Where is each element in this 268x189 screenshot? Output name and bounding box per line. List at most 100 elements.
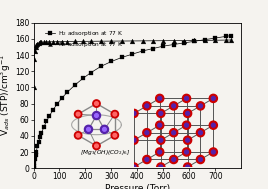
Circle shape — [103, 128, 106, 131]
Circle shape — [132, 112, 136, 115]
Circle shape — [87, 128, 90, 131]
N$_2$ adsorption at 77 K — [33, 50, 36, 52]
H$_2$ adsorption at 77 K — [47, 115, 51, 118]
N$_2$ adsorption at 77 K — [229, 39, 232, 41]
H$_2$ adsorption at 77 K — [203, 39, 206, 41]
Circle shape — [184, 136, 192, 144]
Circle shape — [84, 125, 92, 133]
N$_2$ adsorption at 77 K — [120, 40, 123, 42]
Circle shape — [172, 131, 176, 135]
Circle shape — [111, 132, 118, 139]
X-axis label: Pressure (Torr): Pressure (Torr) — [105, 184, 170, 189]
Circle shape — [100, 125, 109, 133]
Circle shape — [199, 104, 202, 108]
N$_2$ adsorption at 77 K — [172, 40, 175, 42]
Circle shape — [157, 136, 165, 144]
Circle shape — [130, 163, 138, 171]
N$_2$ adsorption at 77 K — [193, 39, 196, 42]
N$_2$ adsorption at 77 K — [110, 40, 113, 42]
H$_2$ adsorption at 77 K — [224, 35, 227, 38]
H$_2$ adsorption at 77 K — [36, 145, 39, 147]
H$_2$ adsorption at 77 K — [193, 40, 196, 42]
Circle shape — [156, 94, 164, 102]
Legend: H$_2$ adsorption at 77 K, N$_2$ adsorption at 77 K: H$_2$ adsorption at 77 K, N$_2$ adsorpti… — [43, 27, 125, 51]
Circle shape — [209, 148, 217, 156]
Circle shape — [159, 165, 163, 169]
H$_2$ adsorption at 77 K — [37, 140, 40, 143]
H$_2$ adsorption at 77 K — [33, 161, 36, 164]
H$_2$ adsorption at 77 K — [32, 167, 35, 169]
Circle shape — [130, 136, 138, 144]
Circle shape — [185, 150, 188, 154]
Text: [Mg$_3$(OH)(CO$_2$)$_6$]: [Mg$_3$(OH)(CO$_2$)$_6$] — [80, 148, 131, 156]
Circle shape — [132, 138, 136, 142]
Circle shape — [95, 102, 98, 105]
Circle shape — [159, 112, 163, 115]
Circle shape — [75, 132, 82, 139]
H$_2$ adsorption at 77 K — [131, 53, 134, 55]
H$_2$ adsorption at 77 K — [89, 72, 92, 74]
H$_2$ adsorption at 77 K — [32, 165, 35, 167]
Circle shape — [172, 104, 176, 108]
Circle shape — [113, 112, 117, 116]
Circle shape — [158, 96, 162, 100]
N$_2$ adsorption at 77 K — [34, 46, 37, 48]
N$_2$ adsorption at 77 K — [99, 40, 103, 42]
N$_2$ adsorption at 77 K — [141, 40, 144, 42]
Circle shape — [172, 158, 176, 161]
Circle shape — [95, 144, 98, 148]
Circle shape — [211, 123, 215, 127]
N$_2$ adsorption at 77 K — [89, 40, 92, 42]
H$_2$ adsorption at 77 K — [55, 103, 58, 105]
N$_2$ adsorption at 77 K — [33, 58, 36, 60]
Circle shape — [75, 110, 82, 118]
Circle shape — [186, 165, 189, 169]
N$_2$ adsorption at 77 K — [162, 40, 165, 42]
Circle shape — [186, 138, 189, 142]
N$_2$ adsorption at 77 K — [32, 167, 35, 169]
N$_2$ adsorption at 77 K — [40, 41, 43, 43]
Circle shape — [143, 102, 151, 110]
Circle shape — [113, 133, 117, 137]
H$_2$ adsorption at 77 K — [172, 43, 175, 46]
Circle shape — [209, 94, 217, 102]
N$_2$ adsorption at 77 K — [38, 41, 42, 44]
Circle shape — [145, 131, 149, 135]
Circle shape — [159, 138, 163, 142]
N$_2$ adsorption at 77 K — [203, 39, 206, 42]
Circle shape — [211, 96, 215, 100]
Circle shape — [185, 123, 188, 127]
Circle shape — [111, 110, 118, 118]
Circle shape — [184, 109, 192, 118]
H$_2$ adsorption at 77 K — [35, 151, 38, 153]
Circle shape — [92, 112, 100, 120]
Circle shape — [76, 133, 80, 137]
Circle shape — [157, 163, 165, 171]
Circle shape — [157, 109, 165, 118]
N$_2$ adsorption at 77 K — [37, 42, 40, 44]
Circle shape — [143, 155, 151, 163]
Circle shape — [209, 121, 217, 129]
N$_2$ adsorption at 77 K — [47, 41, 51, 43]
Circle shape — [156, 148, 164, 156]
N$_2$ adsorption at 77 K — [183, 40, 186, 42]
H$_2$ adsorption at 77 K — [45, 120, 48, 122]
N$_2$ adsorption at 77 K — [66, 40, 69, 43]
Circle shape — [145, 104, 149, 108]
H$_2$ adsorption at 77 K — [34, 154, 37, 156]
Circle shape — [183, 121, 191, 129]
Circle shape — [184, 163, 192, 171]
Circle shape — [211, 150, 215, 154]
Circle shape — [156, 121, 164, 129]
Circle shape — [158, 123, 162, 127]
Circle shape — [95, 114, 98, 117]
Circle shape — [196, 102, 204, 110]
H$_2$ adsorption at 77 K — [81, 77, 84, 80]
N$_2$ adsorption at 77 K — [55, 41, 58, 43]
Circle shape — [76, 112, 80, 116]
H$_2$ adsorption at 77 K — [66, 91, 69, 93]
H$_2$ adsorption at 77 K — [73, 84, 77, 86]
Circle shape — [93, 100, 100, 107]
Circle shape — [145, 158, 149, 161]
H$_2$ adsorption at 77 K — [61, 97, 64, 99]
